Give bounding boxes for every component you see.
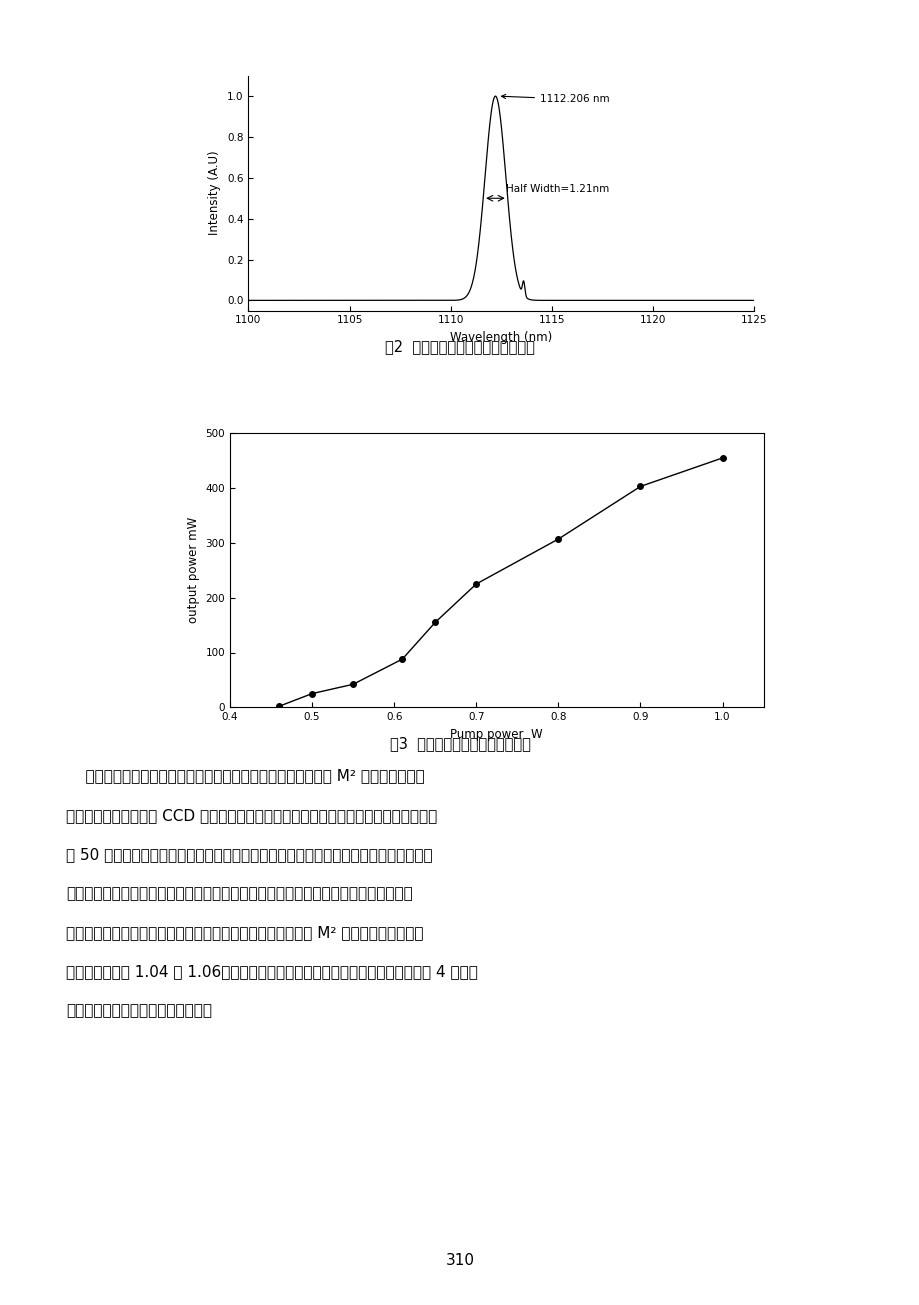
Text: 测量结果与理论高斯函数拟合相符。: 测量结果与理论高斯函数拟合相符。 xyxy=(66,1004,212,1018)
Text: 1112.206 nm: 1112.206 nm xyxy=(501,94,609,104)
Text: 际上这与小孔法在原理上相同，只是用光纤代替了小孔，但这种方法克服了小孔的衍射: 际上这与小孔法在原理上相同，只是用光纤代替了小孔，但这种方法克服了小孔的衍射 xyxy=(66,886,413,900)
X-axis label: Pump power  W: Pump power W xyxy=(450,728,542,741)
Text: 激光输出光束的质量，对应用是一个十分重要的参数，一般用 M² 因子来表征。通: 激光输出光束的质量，对应用是一个十分重要的参数，一般用 M² 因子来表征。通 xyxy=(66,769,425,783)
Text: 有差别，分别为 1.04 和 1.06，这都接近了衍射极限。两个方向上的光强分布由图 4 给出，: 有差别，分别为 1.04 和 1.06，这都接近了衍射极限。两个方向上的光强分布… xyxy=(66,964,478,979)
Text: 径 50 微米的普通多模光纤对光束扫描，光纤另一端连接功率计测量透过光纤的功率。实: 径 50 微米的普通多模光纤对光束扫描，光纤另一端连接功率计测量透过光纤的功率。… xyxy=(66,847,433,861)
Text: 常用刀口法，小孔法或 CCD 摄象法测量，我们用一个新的，简单实用的方法，用一根直: 常用刀口法，小孔法或 CCD 摄象法测量，我们用一个新的，简单实用的方法，用一根… xyxy=(66,808,437,822)
Text: 310: 310 xyxy=(445,1254,474,1268)
Text: 引入的误差，而且使用方便。掺镱双包层光纤激光输出光束的 M² 因子在两个方向上略: 引入的误差，而且使用方便。掺镱双包层光纤激光输出光束的 M² 因子在两个方向上略 xyxy=(66,925,424,940)
Y-axis label: output power mW: output power mW xyxy=(187,517,199,624)
Text: 图3  激光输出功率与泵浦功率关系: 图3 激光输出功率与泵浦功率关系 xyxy=(389,736,530,750)
Text: 图2  掺镱双包层光纤激光的输出光谱: 图2 掺镱双包层光纤激光的输出光谱 xyxy=(385,339,534,354)
X-axis label: Wavelength (nm): Wavelength (nm) xyxy=(449,331,552,345)
Text: Half Width=1.21nm: Half Width=1.21nm xyxy=(505,184,608,194)
Y-axis label: Intensity (A.U): Intensity (A.U) xyxy=(209,151,221,235)
